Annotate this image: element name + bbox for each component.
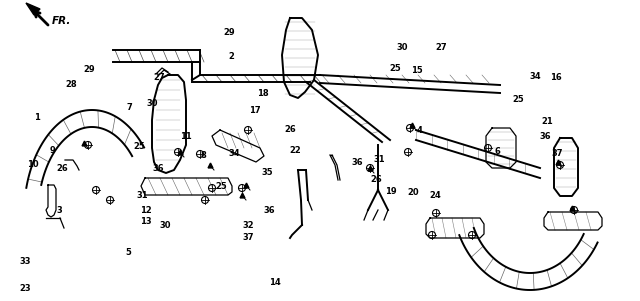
- Text: 23: 23: [20, 284, 31, 293]
- Text: 36: 36: [540, 132, 551, 141]
- Text: 2: 2: [228, 52, 235, 61]
- Text: 25: 25: [215, 182, 227, 191]
- Text: 18: 18: [257, 89, 268, 98]
- Text: FR.: FR.: [52, 16, 72, 26]
- Text: 36: 36: [153, 164, 164, 173]
- Text: 11: 11: [180, 132, 191, 141]
- Text: 32: 32: [243, 221, 254, 230]
- Text: 25: 25: [513, 95, 524, 104]
- Text: 37: 37: [551, 149, 563, 158]
- Text: 25: 25: [134, 142, 145, 151]
- Text: 26: 26: [371, 175, 382, 185]
- Text: 10: 10: [28, 160, 39, 169]
- Text: 27: 27: [153, 73, 164, 82]
- Text: 24: 24: [429, 191, 441, 200]
- Text: 26: 26: [57, 164, 68, 173]
- Text: 22: 22: [290, 146, 301, 155]
- Polygon shape: [26, 3, 40, 15]
- Text: 16: 16: [550, 73, 561, 82]
- Text: 8: 8: [201, 151, 206, 160]
- Text: 29: 29: [223, 28, 235, 37]
- Text: 13: 13: [140, 217, 152, 226]
- Text: 35: 35: [262, 168, 273, 177]
- Text: 34: 34: [529, 72, 541, 81]
- Text: 5: 5: [125, 248, 131, 257]
- Text: 31: 31: [136, 191, 148, 200]
- Text: 29: 29: [84, 65, 95, 74]
- Text: 4: 4: [416, 126, 422, 135]
- Text: 28: 28: [66, 80, 77, 89]
- Text: 14: 14: [269, 278, 281, 287]
- Text: 30: 30: [147, 99, 158, 108]
- Text: 33: 33: [20, 257, 31, 266]
- Text: 30: 30: [159, 221, 171, 230]
- Text: 27: 27: [436, 43, 447, 52]
- Text: 25: 25: [390, 64, 401, 73]
- Text: 1: 1: [34, 113, 40, 122]
- Text: 36: 36: [263, 206, 275, 215]
- Text: 9: 9: [50, 146, 55, 155]
- Text: 6: 6: [495, 147, 501, 156]
- Text: 12: 12: [140, 206, 152, 215]
- Text: 34: 34: [228, 149, 240, 158]
- Text: 7: 7: [127, 103, 132, 112]
- Text: 21: 21: [541, 117, 553, 126]
- Text: 30: 30: [396, 43, 408, 52]
- Text: 15: 15: [412, 66, 423, 75]
- Text: 19: 19: [385, 187, 396, 196]
- Text: 31: 31: [373, 155, 385, 164]
- Text: 3: 3: [56, 206, 61, 215]
- Text: 26: 26: [285, 125, 296, 134]
- Text: 37: 37: [243, 233, 254, 242]
- Text: 36: 36: [351, 158, 363, 167]
- Text: 17: 17: [249, 106, 260, 115]
- Text: 20: 20: [407, 188, 419, 197]
